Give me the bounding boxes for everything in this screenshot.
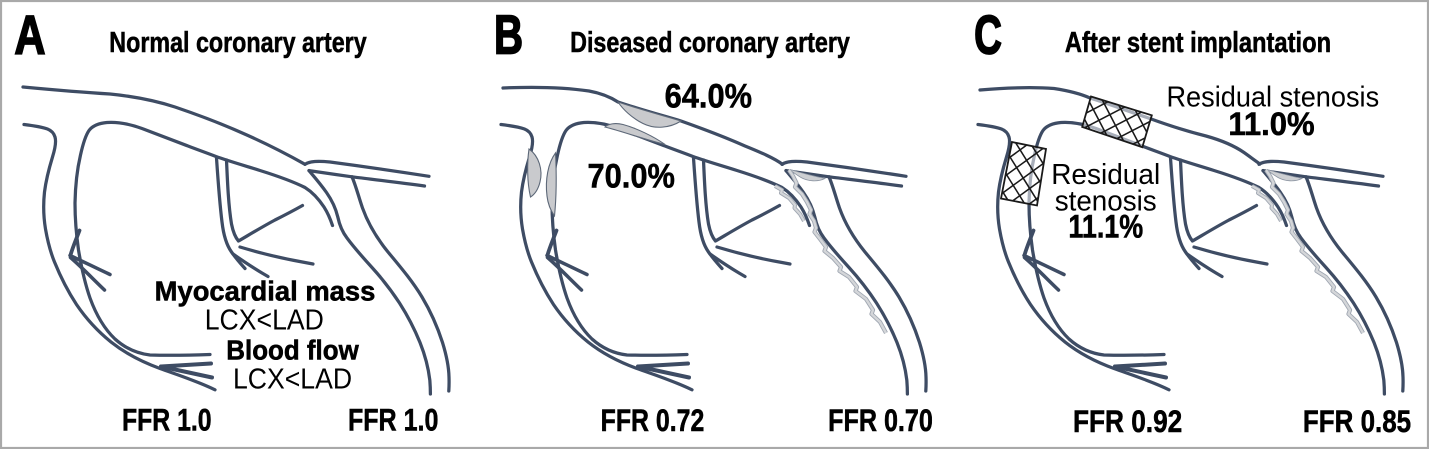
svg-text:64.0%: 64.0% [665,77,752,115]
svg-text:70.0%: 70.0% [588,157,675,195]
svg-text:C: C [974,5,1002,66]
svg-text:FFR 0.92: FFR 0.92 [1073,405,1182,440]
svg-text:LCX<LAD: LCX<LAD [205,303,324,335]
svg-text:Residual stenosis: Residual stenosis [1166,81,1379,113]
svg-text:After stent implantation: After stent implantation [1065,26,1331,59]
svg-text:B: B [494,4,523,66]
svg-text:Residual: Residual [1051,159,1160,192]
svg-text:FFR 0.72: FFR 0.72 [601,403,705,439]
svg-text:FFR 0.85: FFR 0.85 [1303,405,1411,440]
svg-text:FFR 0.70: FFR 0.70 [828,403,933,438]
svg-text:11.1%: 11.1% [1068,209,1143,245]
svg-text:stenosis: stenosis [1055,185,1157,218]
svg-text:Myocardial mass: Myocardial mass [155,275,376,306]
svg-text:FFR 1.0: FFR 1.0 [122,403,212,439]
svg-text:LCX<LAD: LCX<LAD [233,362,352,394]
svg-text:Diseased coronary artery: Diseased coronary artery [570,26,850,59]
svg-text:Blood flow: Blood flow [226,335,359,366]
svg-text:Normal coronary artery: Normal coronary artery [109,26,367,59]
svg-text:11.0%: 11.0% [1228,106,1314,143]
svg-text:A: A [14,5,45,66]
svg-text:FFR 1.0: FFR 1.0 [348,403,439,438]
